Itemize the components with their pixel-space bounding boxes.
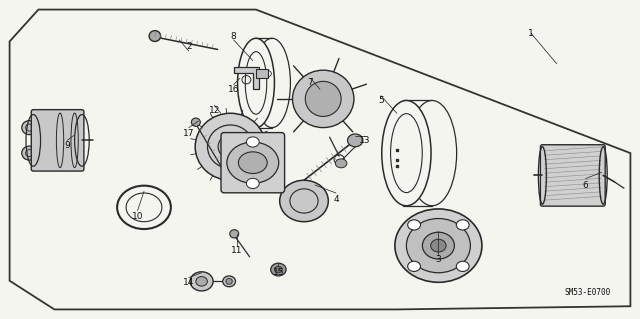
Ellipse shape: [456, 261, 469, 271]
Text: 3: 3: [436, 256, 441, 264]
Ellipse shape: [292, 70, 354, 128]
FancyBboxPatch shape: [540, 145, 605, 206]
Ellipse shape: [422, 232, 454, 259]
Text: 16: 16: [228, 85, 239, 94]
Text: 1: 1: [529, 29, 534, 38]
Text: 5: 5: [378, 96, 383, 105]
Ellipse shape: [381, 100, 431, 206]
Text: 8: 8: [231, 32, 236, 41]
Polygon shape: [234, 67, 259, 89]
Text: 11: 11: [231, 246, 243, 255]
Ellipse shape: [305, 81, 341, 116]
Bar: [256, 69, 268, 78]
Ellipse shape: [408, 220, 420, 230]
Ellipse shape: [22, 121, 37, 135]
Ellipse shape: [190, 272, 213, 291]
Text: 2: 2: [186, 42, 191, 51]
Ellipse shape: [22, 146, 37, 160]
Ellipse shape: [237, 38, 275, 128]
Ellipse shape: [395, 209, 482, 282]
Text: 9: 9: [65, 141, 70, 150]
Text: 4: 4: [333, 195, 339, 204]
Text: 7: 7: [308, 78, 313, 87]
Ellipse shape: [230, 230, 239, 238]
FancyBboxPatch shape: [31, 110, 84, 171]
Text: 13: 13: [359, 136, 371, 145]
Ellipse shape: [149, 31, 161, 41]
Ellipse shape: [406, 219, 470, 273]
Ellipse shape: [218, 135, 243, 159]
Text: 15: 15: [273, 268, 284, 277]
Ellipse shape: [226, 278, 232, 284]
Ellipse shape: [280, 180, 328, 222]
Ellipse shape: [246, 178, 259, 189]
Text: 6: 6: [583, 181, 588, 189]
Text: 12: 12: [209, 106, 220, 115]
Ellipse shape: [196, 277, 207, 286]
Ellipse shape: [195, 113, 266, 180]
FancyBboxPatch shape: [221, 133, 285, 193]
Text: 17: 17: [183, 130, 195, 138]
Ellipse shape: [275, 266, 282, 273]
Ellipse shape: [431, 239, 446, 252]
Text: SM53-E0700: SM53-E0700: [565, 288, 611, 297]
Ellipse shape: [408, 261, 420, 271]
Text: 14: 14: [183, 278, 195, 287]
Text: 10: 10: [132, 212, 143, 221]
Ellipse shape: [191, 118, 200, 126]
Ellipse shape: [246, 137, 259, 147]
Ellipse shape: [126, 193, 162, 222]
Ellipse shape: [227, 142, 279, 183]
Ellipse shape: [271, 263, 286, 276]
Ellipse shape: [335, 159, 347, 168]
Ellipse shape: [456, 220, 469, 230]
Ellipse shape: [348, 134, 363, 147]
Ellipse shape: [223, 276, 236, 287]
Ellipse shape: [239, 152, 268, 174]
